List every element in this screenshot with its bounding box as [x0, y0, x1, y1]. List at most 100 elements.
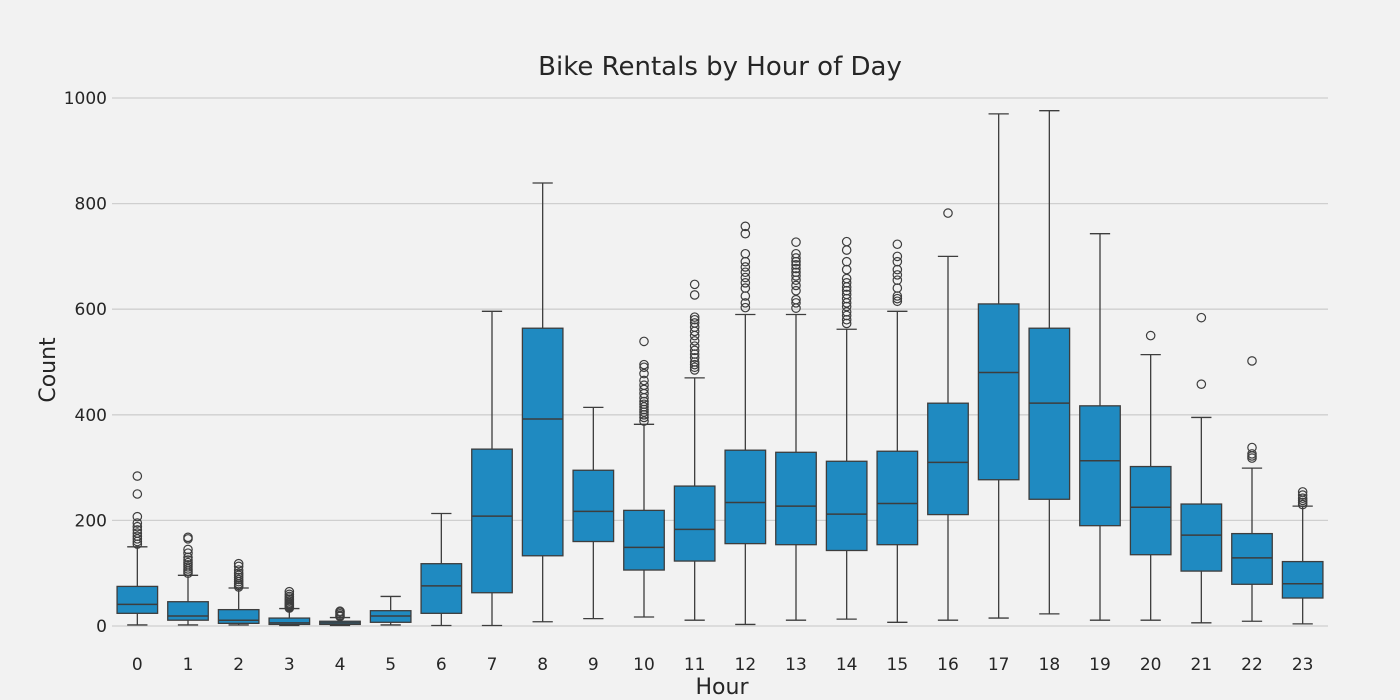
x-axis-ticks: 0 1 2 3 4 5 6 7 8 9 10 11 12 13 14 15 16 17 18 19 20 21 22 23 — [132, 655, 1314, 675]
box-hour-20 — [1129, 330, 1172, 621]
outlier-point — [689, 362, 700, 373]
outlier-point — [689, 314, 700, 325]
box-hour-12 — [724, 221, 767, 626]
x-tick-label: 2 — [233, 655, 244, 675]
x-tick-label: 17 — [988, 655, 1010, 675]
grid-lines — [112, 97, 1328, 627]
x-tick-label: 6 — [436, 655, 447, 675]
outlier-point — [892, 293, 903, 304]
outlier-point — [791, 280, 801, 291]
outlier-point — [892, 239, 903, 250]
x-tick-label: 3 — [284, 655, 295, 675]
outlier-point — [132, 471, 143, 481]
outlier-point — [740, 267, 751, 278]
box-hour-17 — [977, 113, 1020, 619]
outlier-point — [689, 352, 700, 363]
y-tick-label: 0 — [96, 617, 107, 637]
box-iqr — [1231, 532, 1273, 585]
box-iqr — [1129, 465, 1172, 556]
outlier-point — [639, 336, 649, 347]
outlier-point — [740, 283, 751, 293]
y-tick-label: 200 — [75, 511, 107, 531]
x-tick-label: 18 — [1039, 655, 1061, 675]
outlier-point — [1297, 493, 1308, 504]
x-tick-label: 19 — [1089, 655, 1111, 675]
outlier-point — [791, 267, 801, 278]
outlier-point — [689, 279, 700, 290]
outlier-point — [233, 558, 244, 569]
outlier-point — [689, 345, 700, 356]
x-axis-title: Hour — [696, 675, 750, 700]
outlier-point — [132, 521, 143, 532]
box-hour-16 — [927, 208, 969, 621]
outlier-point — [233, 561, 244, 572]
outlier-point — [791, 285, 801, 296]
outlier-point — [841, 245, 852, 255]
outlier-point — [1196, 379, 1207, 389]
box-iqr — [420, 563, 463, 614]
outlier-point — [740, 272, 751, 283]
box-hour-13 — [775, 237, 817, 621]
outlier-point — [689, 290, 700, 300]
x-tick-label: 22 — [1241, 655, 1263, 675]
box-iqr — [471, 448, 513, 594]
box-hour-14 — [825, 236, 868, 620]
outlier-point — [791, 260, 801, 270]
y-tick-label: 600 — [75, 300, 107, 320]
y-tick-label: 800 — [75, 195, 107, 215]
outlier-point — [183, 555, 193, 565]
box-iqr — [268, 617, 311, 626]
outlier-point — [284, 586, 295, 597]
outlier-point — [841, 264, 852, 275]
outlier-point — [1297, 490, 1308, 500]
outlier-point — [1145, 330, 1156, 341]
box-hour-9 — [572, 406, 615, 620]
outlier-point — [183, 557, 193, 568]
outlier-point — [791, 271, 801, 281]
box-iqr — [977, 303, 1020, 481]
box-iqr — [167, 601, 209, 621]
outlier-point — [639, 399, 649, 410]
box-iqr — [724, 449, 767, 545]
outlier-point — [639, 380, 649, 391]
x-tick-label: 10 — [633, 655, 655, 675]
box-iqr — [1028, 327, 1071, 500]
box-hour-2 — [217, 558, 260, 626]
x-tick-label: 1 — [183, 655, 194, 675]
outlier-point — [791, 298, 801, 308]
box-iqr — [116, 585, 159, 614]
outlier-point — [740, 302, 751, 313]
x-tick-label: 11 — [684, 655, 706, 675]
x-tick-label: 15 — [887, 655, 909, 675]
box-iqr — [927, 402, 969, 516]
outlier-point — [740, 262, 751, 272]
box-iqr — [673, 485, 716, 562]
x-tick-label: 23 — [1292, 655, 1314, 675]
x-tick-label: 4 — [335, 655, 346, 675]
box-hour-7 — [471, 310, 513, 627]
outlier-point — [892, 256, 903, 267]
box-hour-5 — [369, 595, 412, 626]
box-iqr — [217, 608, 260, 625]
outlier-point — [740, 277, 751, 288]
outlier-point — [689, 336, 700, 346]
outlier-point — [740, 248, 751, 259]
box-hour-1 — [167, 532, 209, 626]
y-axis-title: Count — [36, 337, 61, 403]
x-tick-label: 5 — [385, 655, 396, 675]
outlier-point — [892, 275, 903, 285]
outlier-point — [132, 525, 143, 535]
outlier-point — [132, 518, 143, 528]
outlier-point — [892, 296, 903, 307]
outlier-point — [639, 359, 649, 370]
box-iqr — [1079, 405, 1121, 527]
x-tick-label: 16 — [937, 655, 959, 675]
x-tick-label: 13 — [785, 655, 807, 675]
x-tick-label: 9 — [588, 655, 599, 675]
outlier-point — [1196, 312, 1207, 323]
box-hour-8 — [521, 182, 564, 623]
outlier-point — [1247, 442, 1257, 453]
outlier-point — [740, 228, 751, 239]
outlier-point — [892, 270, 903, 280]
x-tick-label: 8 — [537, 655, 548, 675]
